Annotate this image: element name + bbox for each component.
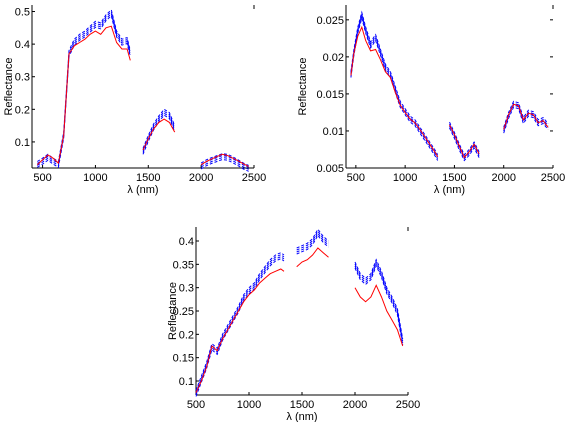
x-tick-label: 2500 <box>396 399 420 411</box>
x-tick-label: 1500 <box>290 399 314 411</box>
x-axis-label: λ (nm) <box>127 184 158 196</box>
chart-3: 500 1000 1500 2000 2500 0.1 0.15 0.2 0.25 0.3 0.35… <box>167 227 420 423</box>
chart-1: 500 1000 1500 2000 2500 0.1 0.2 0.3 0.4 0.5 λ (nm)… <box>3 5 266 196</box>
chart-2: 500 1000 1500 2000 2500 0.005 0.01 0.015 0.02 0.0… <box>297 5 565 196</box>
series-dashed-line <box>37 8 249 166</box>
y-axis-label: Reflectance <box>167 282 179 340</box>
y-tick-label: 0.5 <box>15 7 30 19</box>
series-solid-line <box>36 25 249 167</box>
series-dashed-line <box>37 14 249 172</box>
series-solid-line <box>195 247 404 393</box>
x-axis-label: λ (nm) <box>434 184 465 196</box>
y-axis-label: Reflectance <box>3 57 15 115</box>
y-tick-label: 0.3 <box>15 72 30 84</box>
y-tick-label: 0.015 <box>316 89 344 101</box>
y-tick-label: 0.2 <box>179 329 194 341</box>
y-tick-label: 0.01 <box>323 126 344 138</box>
x-tick-label: 2000 <box>491 172 515 184</box>
x-tick-label: 1000 <box>393 172 417 184</box>
x-tick-label: 1000 <box>237 399 261 411</box>
series-dashed-line <box>195 230 404 393</box>
series-dashed-line <box>350 14 549 160</box>
series-dashed-line <box>350 12 549 158</box>
y-tick-label: 0.02 <box>323 52 344 64</box>
y-tick-label: 0.4 <box>15 39 30 51</box>
x-axis-label: λ (nm) <box>286 411 317 422</box>
x-tick-label: 500 <box>347 172 365 184</box>
series-solid-line <box>350 25 549 159</box>
x-tick-label: 2500 <box>242 172 266 184</box>
x-tick-label: 500 <box>187 399 205 411</box>
x-tick-label: 1500 <box>136 172 160 184</box>
series-dashed-line <box>195 232 404 395</box>
x-tick-label: 1500 <box>442 172 466 184</box>
series-dashed-line <box>350 10 549 156</box>
y-tick-label: 0.005 <box>316 163 344 175</box>
y-tick-label: 0.1 <box>179 376 194 388</box>
x-tick-label: 2000 <box>189 172 213 184</box>
y-tick-label: 0.2 <box>15 104 30 116</box>
series-dashed-line <box>195 228 404 391</box>
series-dashed-line <box>37 10 249 168</box>
series-dashed-line <box>350 16 549 162</box>
y-tick-label: 0.3 <box>179 283 194 295</box>
y-tick-label: 0.35 <box>173 259 194 271</box>
y-tick-label: 0.4 <box>179 236 194 248</box>
x-tick-label: 500 <box>33 172 51 184</box>
x-tick-label: 1000 <box>83 172 107 184</box>
y-tick-label: 0.15 <box>173 353 194 365</box>
y-tick-label: 0.25 <box>173 306 194 318</box>
y-axis-label: Reflectance <box>297 57 309 115</box>
series-dashed-line <box>37 12 249 170</box>
series-dashed-line <box>195 234 404 397</box>
y-tick-label: 0.025 <box>316 15 344 27</box>
y-tick-label: 0.1 <box>15 137 30 149</box>
x-tick-label: 2500 <box>541 172 565 184</box>
x-tick-label: 2000 <box>343 399 367 411</box>
